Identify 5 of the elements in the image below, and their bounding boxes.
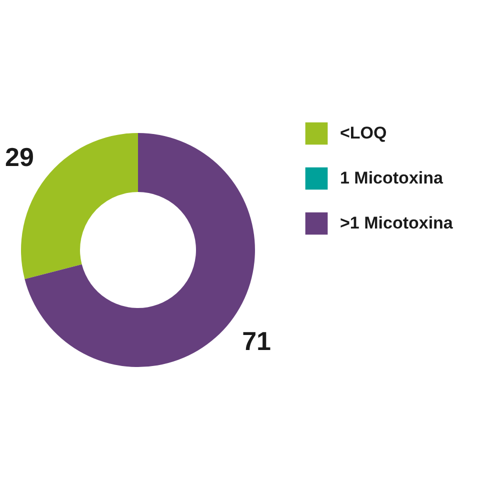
legend-label: >1 Micotoxina (340, 214, 454, 232)
data-label: 71 (242, 326, 271, 356)
legend-label: <LOQ (340, 124, 387, 142)
legend-label: 1 Micotoxina (340, 168, 444, 188)
data-label: 29 (5, 142, 34, 172)
